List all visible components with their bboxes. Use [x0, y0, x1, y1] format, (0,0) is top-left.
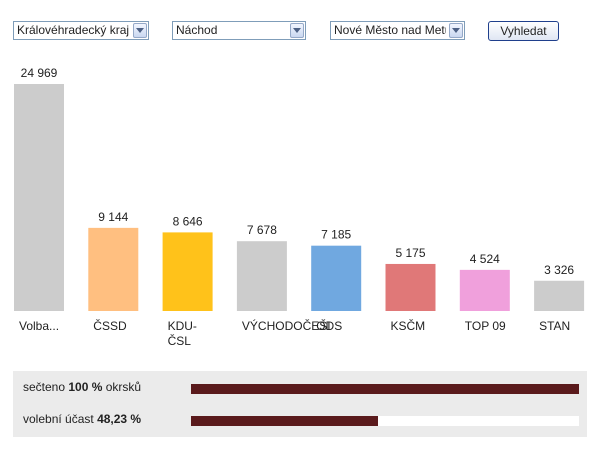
chart-value-label: 5 175: [395, 246, 425, 260]
chart-value-label: 7 185: [321, 228, 351, 242]
chart-bar: [311, 245, 362, 311]
chevron-down-icon[interactable]: [133, 23, 147, 38]
region-select[interactable]: Královéhradecký kraj: [13, 21, 149, 40]
counted-value: 100 %: [68, 380, 103, 394]
chart-value-label: 8 646: [173, 214, 203, 228]
chart-value-label: 9 144: [98, 210, 128, 224]
chart-category-label: Volba...: [19, 319, 59, 333]
turnout-label: volební účast 48,23 %: [23, 412, 141, 426]
region-select-value: Královéhradecký kraj: [17, 23, 130, 37]
status-panel: sečteno 100 % okrsků volební účast 48,23…: [13, 371, 587, 437]
chart-category-label: TOP 09: [465, 319, 506, 333]
chart-bar: [385, 263, 436, 311]
chart-bar: [534, 280, 585, 311]
counted-prefix: sečteno: [23, 380, 66, 394]
chart-category-label: STAN: [539, 319, 570, 333]
results-bar-chart: 24 969 Volba... 9 144 ČSSD 8 646 KDU-ČSL 7 678…: [14, 66, 585, 348]
chart-value-label: 7 678: [247, 223, 277, 237]
turnout-prefix: volební účast: [23, 412, 94, 426]
district-select[interactable]: Náchod: [172, 21, 306, 40]
counted-suffix: okrsků: [105, 380, 142, 394]
chart-bar: [14, 84, 64, 311]
chart-category-label: VÝCHODOČEŠI: [242, 318, 331, 333]
chart-value-label: 24 969: [21, 66, 58, 80]
municipality-select[interactable]: Nové Město nad Metují: [330, 21, 465, 40]
counted-progress-track: [191, 384, 579, 394]
turnout-row: volební účast 48,23 %: [13, 409, 587, 431]
municipality-select-value: Nové Město nad Metují: [334, 23, 446, 37]
search-button[interactable]: Vyhledat: [488, 21, 559, 41]
chevron-down-icon[interactable]: [290, 23, 304, 38]
turnout-value: 48,23 %: [97, 412, 142, 426]
chart-category-label: KDU-ČSL: [168, 319, 197, 348]
turnout-progress-fill: [191, 416, 379, 426]
chevron-down-icon[interactable]: [449, 23, 463, 38]
chart-bar: [88, 227, 139, 311]
district-select-value: Náchod: [176, 23, 218, 37]
counted-row: sečteno 100 % okrsků: [13, 377, 587, 399]
chart-bar: [459, 269, 510, 311]
chart-bar: [162, 232, 213, 311]
counted-label: sečteno 100 % okrsků: [23, 380, 141, 394]
chart-category-label: ODS: [316, 319, 342, 333]
turnout-progress-track: [191, 416, 579, 426]
counted-progress-fill: [191, 384, 579, 394]
chart-category-label: ČSSD: [93, 318, 127, 333]
chart-value-label: 3 326: [544, 263, 574, 277]
chart-value-label: 4 524: [470, 252, 500, 266]
chart-bar: [236, 241, 287, 311]
chart-category-label: KSČM: [391, 318, 426, 333]
